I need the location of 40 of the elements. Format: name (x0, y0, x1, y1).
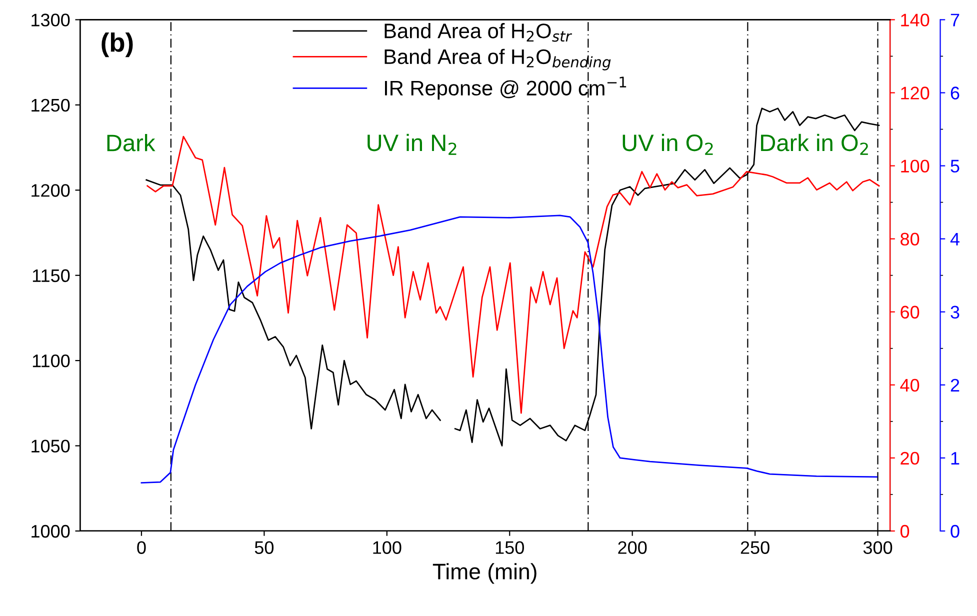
x-tick-label: 50 (254, 541, 274, 554)
legend-label: Band Area of H$_{2}$O$_{str}$ (384, 23, 572, 42)
y3-tick-label: 2 (950, 378, 960, 392)
y2-tick-label: 0 (900, 524, 910, 538)
x-tick-label: 300 (863, 541, 892, 554)
x-tick-label: 150 (496, 541, 524, 554)
y2-tick-label: 60 (900, 306, 920, 319)
y2-tick-label: 120 (901, 86, 930, 100)
y-tick-label: 1300 (32, 14, 70, 26)
y-tick-label: 1250 (32, 98, 70, 112)
y3-tick-label: 4 (950, 232, 960, 246)
x-tick-label: 250 (740, 541, 770, 554)
y3-tick-label: 3 (950, 306, 960, 319)
legend-label: IR Reponse @ 2000 cm$^{−1}$ (385, 76, 626, 100)
y-tick-label: 1050 (32, 440, 70, 452)
y-tick-label: 1000 (32, 524, 70, 538)
y2-tick-label: 40 (900, 378, 920, 392)
annotation: Dark in O$_{2}$ (761, 134, 868, 155)
y3-tick-label: 6 (950, 86, 960, 100)
y-tick-label: 1200 (32, 184, 70, 197)
y2-tick-label: 20 (900, 452, 920, 465)
y2-tick-label: 140 (901, 14, 930, 26)
x-tick-label: 200 (618, 541, 647, 554)
y-tick-label: 1100 (32, 354, 70, 368)
annotation: UV in N$_{2}$ (368, 134, 456, 155)
x-tick-label: 100 (373, 541, 402, 554)
x-tick-label: 0 (137, 541, 146, 554)
legend-label: Band Area of H$_{2}$O$_{bending}$ (384, 48, 611, 70)
line-series (140, 214, 878, 484)
y3-tick-label: 5 (950, 160, 960, 173)
y2-tick-label: 100 (901, 160, 930, 173)
y3-tick-label: 7 (950, 14, 960, 26)
y3-tick-label: 1 (951, 452, 960, 464)
y2-tick-label: 80 (900, 232, 920, 246)
x-axis-title: Time (min) (432, 563, 536, 584)
chart-title: (b) (102, 32, 133, 58)
annotation: UV in O$_{2}$ (622, 134, 713, 155)
y-tick-label: 1150 (32, 269, 70, 282)
annotation: Dark (107, 134, 156, 152)
y3-tick-label: 0 (950, 524, 960, 538)
